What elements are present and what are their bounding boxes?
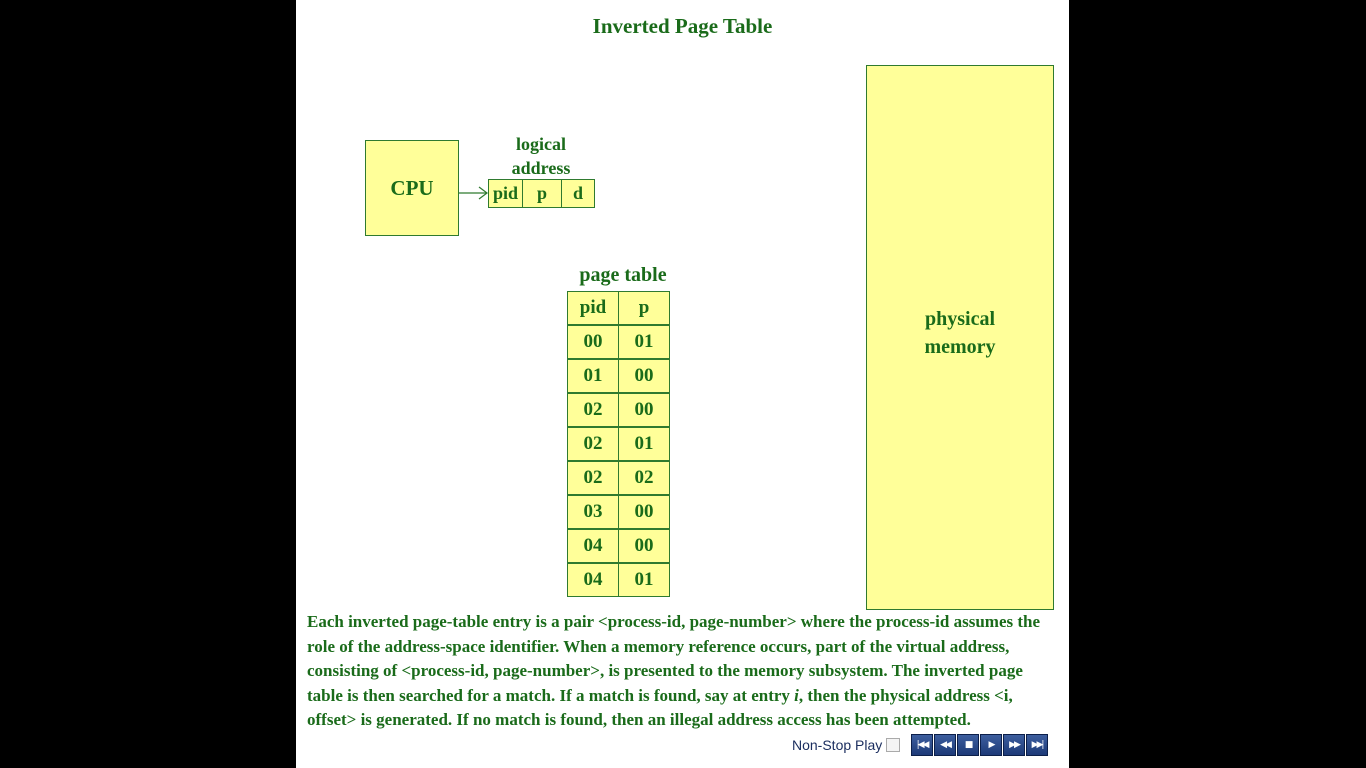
page-table-pid-cell: 04 bbox=[567, 563, 619, 597]
cpu-to-address-arrow bbox=[459, 186, 488, 200]
player-controls: |◀◀ ◀◀ ■ ▶ ▶▶ ▶▶| bbox=[911, 734, 1048, 756]
last-icon: ▶▶| bbox=[1031, 740, 1045, 750]
play-icon: ▶ bbox=[988, 740, 996, 750]
page-table-p-cell: 00 bbox=[618, 495, 670, 529]
description-text: Each inverted page-table entry is a pair… bbox=[307, 610, 1059, 733]
play-button[interactable]: ▶ bbox=[980, 734, 1002, 756]
page-table-p-cell: 00 bbox=[618, 393, 670, 427]
page-table-pid-cell: 01 bbox=[567, 359, 619, 393]
slide-title: Inverted Page Table bbox=[592, 14, 773, 38]
page-table-pid-cell: 00 bbox=[567, 325, 619, 359]
page-table-pid-cell: 04 bbox=[567, 529, 619, 563]
rewind-button[interactable]: ◀◀ bbox=[934, 734, 956, 756]
non-stop-play: Non-Stop Play bbox=[792, 737, 901, 753]
stop-button[interactable]: ■ bbox=[957, 734, 979, 756]
first-icon: |◀◀ bbox=[916, 740, 930, 750]
last-button[interactable]: ▶▶| bbox=[1026, 734, 1048, 756]
page-table-header-p: p bbox=[618, 291, 670, 325]
non-stop-play-label: Non-Stop Play bbox=[792, 737, 883, 753]
page-table-label: page table bbox=[579, 264, 667, 286]
page-table-header-pid: pid bbox=[567, 291, 619, 325]
slide: Inverted Page Table CPU logical address … bbox=[296, 0, 1069, 768]
page-table-p-cell: 01 bbox=[618, 325, 670, 359]
description-italic: i bbox=[794, 685, 799, 705]
logical-address-label-line2: address bbox=[511, 158, 571, 178]
page-table-pid-cell: 02 bbox=[567, 427, 619, 461]
page-table-p-cell: 01 bbox=[618, 563, 670, 597]
rewind-icon: ◀◀ bbox=[940, 740, 952, 750]
cpu-box: CPU bbox=[365, 140, 459, 236]
logical-address-d: d bbox=[561, 179, 595, 208]
physical-memory-box: physical memory bbox=[866, 65, 1054, 610]
description-part1: Each inverted page-table entry is a pair… bbox=[307, 612, 1041, 705]
page-table-pid-cell: 02 bbox=[567, 461, 619, 495]
stop-icon: ■ bbox=[964, 740, 973, 750]
page-table-p-cell: 02 bbox=[618, 461, 670, 495]
page-table-p-cell: 00 bbox=[618, 529, 670, 563]
page-table-p-cell: 01 bbox=[618, 427, 670, 461]
page-table-pid-cell: 02 bbox=[567, 393, 619, 427]
non-stop-play-checkbox[interactable] bbox=[886, 738, 901, 752]
physical-memory-label-line2: memory bbox=[924, 335, 996, 358]
description-part2: , then the physical address <i, offset> … bbox=[307, 685, 1013, 730]
physical-memory-label-line1: physical bbox=[924, 307, 996, 330]
logical-address-pid: pid bbox=[488, 179, 523, 208]
logical-address-p: p bbox=[522, 179, 562, 208]
page-table-pid-cell: 03 bbox=[567, 495, 619, 529]
first-button[interactable]: |◀◀ bbox=[911, 734, 933, 756]
page-table-p-cell: 00 bbox=[618, 359, 670, 393]
logical-address-label: logical address bbox=[501, 132, 581, 180]
logical-address-label-line1: logical bbox=[516, 134, 566, 154]
fast-forward-icon: ▶▶ bbox=[1009, 740, 1021, 750]
fast-forward-button[interactable]: ▶▶ bbox=[1003, 734, 1025, 756]
cpu-label: CPU bbox=[390, 175, 434, 200]
